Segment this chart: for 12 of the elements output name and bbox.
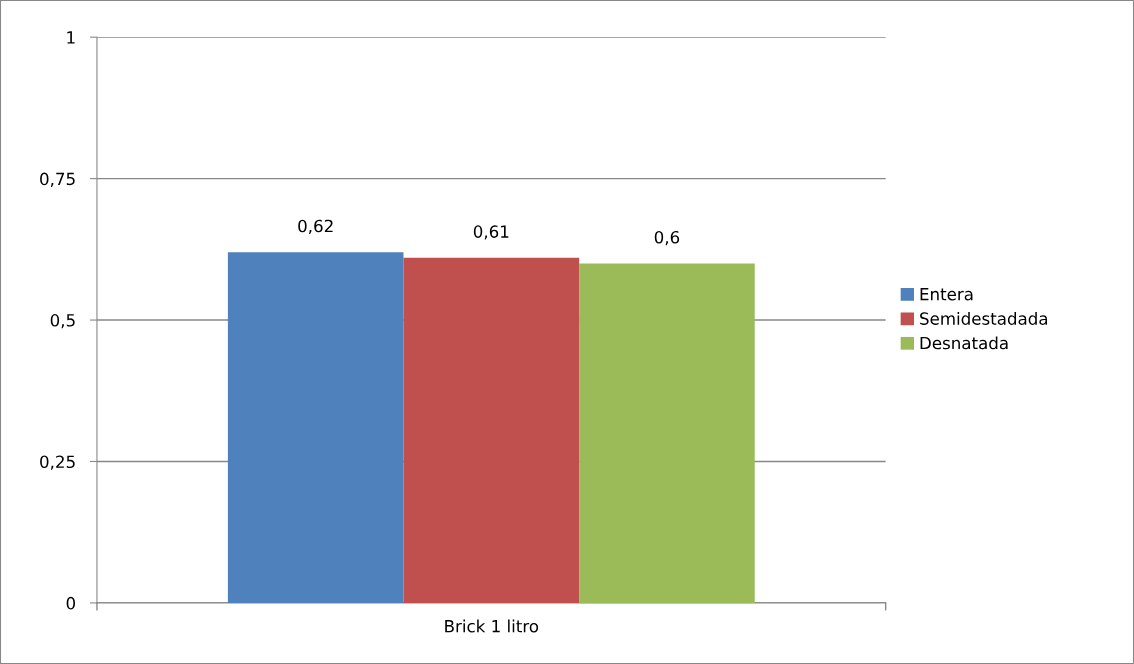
data-label: 0,62 [298,219,333,234]
y-tick-label: 1 [67,31,75,44]
y-tick-label: 0,75 [40,172,75,187]
legend-label: Desnatada [920,336,1008,350]
y-tick-label: 0,25 [40,455,75,470]
x-tick-label: Brick 1 litro [445,619,539,633]
legend-label: Semidestadada [920,311,1048,325]
data-label: 0,6 [654,230,680,246]
legend-label: Entera [920,288,973,301]
y-tick-label: 0,5 [50,314,75,329]
data-label: 0,61 [473,225,509,240]
y-tick-label: 0 [66,596,76,610]
